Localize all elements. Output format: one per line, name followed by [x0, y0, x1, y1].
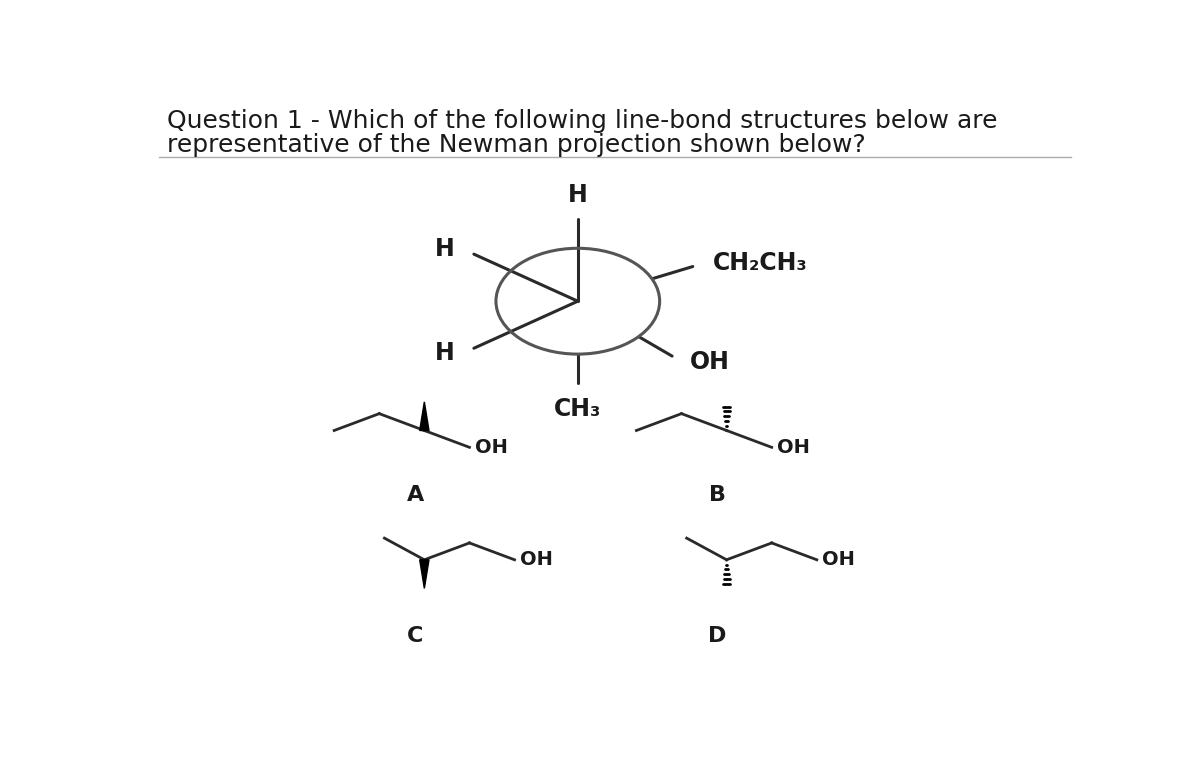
Text: B: B: [709, 484, 726, 505]
Text: C: C: [407, 626, 424, 646]
Text: OH: OH: [778, 438, 810, 457]
Text: Question 1 - Which of the following line-bond structures below are: Question 1 - Which of the following line…: [167, 109, 997, 133]
Text: CH₂CH₃: CH₂CH₃: [713, 251, 808, 275]
Text: representative of the Newman projection shown below?: representative of the Newman projection …: [167, 133, 865, 157]
Polygon shape: [420, 560, 430, 588]
Text: OH: OH: [520, 551, 553, 569]
Text: H: H: [436, 237, 455, 261]
Text: A: A: [407, 484, 424, 505]
Text: CH₃: CH₃: [554, 397, 601, 421]
Text: OH: OH: [690, 350, 730, 374]
Circle shape: [496, 248, 660, 354]
Text: OH: OH: [475, 438, 508, 457]
Text: D: D: [708, 626, 726, 646]
Polygon shape: [420, 402, 430, 430]
Text: H: H: [436, 341, 455, 366]
Text: OH: OH: [822, 551, 856, 569]
Text: H: H: [568, 184, 588, 207]
